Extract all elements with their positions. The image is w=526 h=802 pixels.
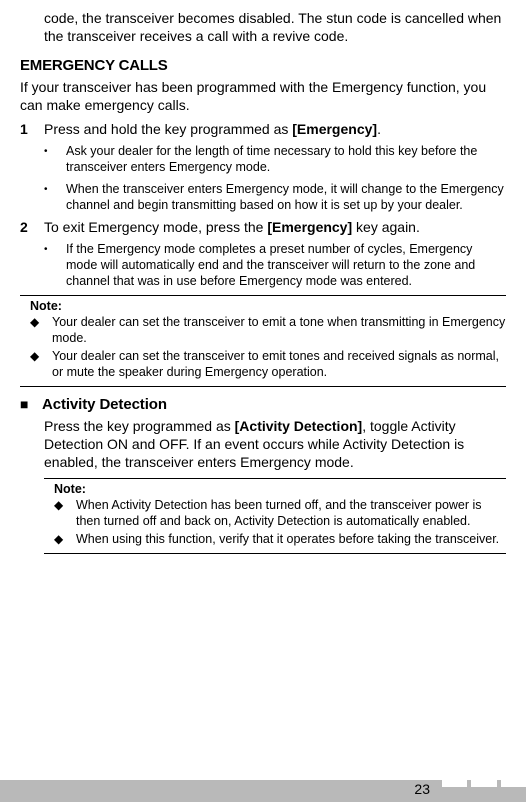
step-2-bullet-1-text: If the Emergency mode completes a preset… bbox=[66, 241, 506, 289]
activity-key: [Activity Detection] bbox=[235, 418, 363, 434]
step-1-key: [Emergency] bbox=[292, 121, 377, 137]
step-1-text: Press and hold the key programmed as [Em… bbox=[44, 121, 381, 139]
step-2-bullet-1: • If the Emergency mode completes a pres… bbox=[44, 241, 506, 289]
intro-continuation: code, the transceiver becomes disabled. … bbox=[44, 10, 506, 46]
note-1-item-2-text: Your dealer can set the transceiver to e… bbox=[52, 348, 506, 380]
step-1-bullet-1: • Ask your dealer for the length of time… bbox=[44, 143, 506, 175]
heading-emergency-calls: EMERGENCY CALLS bbox=[20, 56, 506, 75]
note-2-label: Note: bbox=[54, 481, 506, 497]
square-bullet-icon: ■ bbox=[20, 396, 42, 414]
bullet-dot-icon: • bbox=[44, 241, 66, 289]
note-2-item-2-text: When using this function, verify that it… bbox=[76, 531, 499, 547]
bullet-dot-icon: • bbox=[44, 181, 66, 213]
note-1-item-1-text: Your dealer can set the transceiver to e… bbox=[52, 314, 506, 346]
activity-detection-paragraph: Press the key programmed as [Activity De… bbox=[44, 418, 506, 472]
diamond-bullet-icon: ◆ bbox=[30, 348, 52, 380]
step-2-text-a: To exit Emergency mode, press the bbox=[44, 219, 267, 235]
page-number: 23 bbox=[414, 781, 430, 799]
note-box-2: Note: ◆ When Activity Detection has been… bbox=[44, 478, 506, 554]
step-2-number: 2 bbox=[20, 219, 44, 237]
step-1-text-c: . bbox=[377, 121, 381, 137]
note-1-label: Note: bbox=[30, 298, 506, 314]
step-1-bullet-2: • When the transceiver enters Emergency … bbox=[44, 181, 506, 213]
step-1-number: 1 bbox=[20, 121, 44, 139]
note-2-item-2: ◆ When using this function, verify that … bbox=[54, 531, 506, 547]
page-footer: 23 bbox=[0, 780, 526, 802]
step-1: 1 Press and hold the key programmed as [… bbox=[20, 121, 506, 139]
diamond-bullet-icon: ◆ bbox=[54, 531, 76, 547]
step-2-text: To exit Emergency mode, press the [Emerg… bbox=[44, 219, 420, 237]
activity-p-a: Press the key programmed as bbox=[44, 418, 235, 434]
diamond-bullet-icon: ◆ bbox=[54, 497, 76, 529]
subheading-row: ■ Activity Detection bbox=[20, 395, 506, 414]
note-2-item-1-text: When Activity Detection has been turned … bbox=[76, 497, 506, 529]
step-1-bullet-1-text: Ask your dealer for the length of time n… bbox=[66, 143, 506, 175]
subheading-activity-detection: Activity Detection bbox=[42, 395, 167, 414]
note-1-item-1: ◆ Your dealer can set the transceiver to… bbox=[30, 314, 506, 346]
step-1-bullet-2-text: When the transceiver enters Emergency mo… bbox=[66, 181, 506, 213]
step-2-key: [Emergency] bbox=[267, 219, 352, 235]
footer-decoration bbox=[438, 780, 526, 787]
step-2-text-c: key again. bbox=[352, 219, 420, 235]
note-box-1: Note: ◆ Your dealer can set the transcei… bbox=[20, 295, 506, 387]
emergency-intro: If your transceiver has been programmed … bbox=[20, 79, 506, 115]
step-2: 2 To exit Emergency mode, press the [Eme… bbox=[20, 219, 506, 237]
note-2-item-1: ◆ When Activity Detection has been turne… bbox=[54, 497, 506, 529]
bullet-dot-icon: • bbox=[44, 143, 66, 175]
step-1-text-a: Press and hold the key programmed as bbox=[44, 121, 292, 137]
diamond-bullet-icon: ◆ bbox=[30, 314, 52, 346]
note-1-item-2: ◆ Your dealer can set the transceiver to… bbox=[30, 348, 506, 380]
